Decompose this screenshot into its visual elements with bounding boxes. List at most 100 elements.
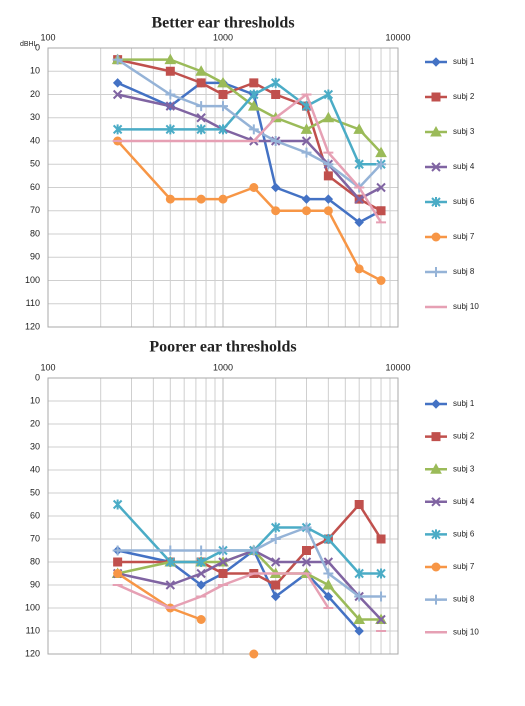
data-point [270,136,281,146]
data-point [376,182,386,193]
chart-title: Better ear thresholds [151,15,294,32]
series-line [117,93,382,201]
data-point [301,522,312,533]
legend-label: subj 8 [453,267,475,276]
y-tick-label: 90 [30,252,40,262]
legend-label: subj 7 [453,232,475,241]
legend-label: subj 6 [453,197,475,206]
y-tick-label: 70 [30,205,40,215]
data-point [376,206,386,216]
data-point [249,89,259,100]
data-point [353,613,366,624]
data-point [376,568,386,579]
legend-marker [431,57,441,67]
chart-title: Poorer ear thresholds [149,339,296,356]
legend-marker [431,232,441,242]
legend-marker [431,594,441,605]
legend-marker [430,463,442,474]
data-point [196,568,206,579]
series-line [117,549,382,621]
data-point [249,183,259,192]
data-point [248,545,259,556]
series-line [117,93,383,224]
data-point [218,194,228,204]
data-point [165,580,176,590]
legend-label: subj 2 [453,432,475,441]
data-point [354,626,364,636]
data-point [165,89,176,100]
legend-label: subj 2 [453,92,475,101]
data-point [270,522,281,533]
data-point [271,580,281,590]
data-point [196,557,206,567]
y-tick-label: 90 [30,579,40,589]
data-point [354,500,364,509]
data-point [300,123,313,134]
data-point [270,591,281,602]
data-point [270,182,281,193]
data-point [218,557,228,567]
y-tick-label: 100 [25,275,40,285]
data-point [323,534,334,544]
data-point [301,557,312,567]
series-line [117,526,382,598]
y-axis-label: dBHL [20,41,38,48]
data-point [217,76,229,88]
legend-label: subj 8 [453,595,475,604]
y-tick-label: 10 [30,395,40,405]
data-point [376,614,386,625]
data-point [323,206,333,216]
legend-marker [431,497,441,507]
y-tick-label: 120 [25,321,40,331]
series-line [116,140,382,282]
plot-frame [47,47,399,328]
legend-label: subj 10 [453,302,479,311]
legend-marker [431,92,441,102]
data-point [323,557,334,567]
data-point [323,194,334,204]
legend-label: subj 10 [453,627,479,636]
data-point [248,124,259,135]
data-point [301,206,311,216]
y-tick-label: 0 [35,372,40,382]
data-point [165,101,176,111]
x-tick-label: 1000 [213,32,233,42]
data-point [270,557,281,567]
y-tick-label: 110 [26,625,40,635]
data-point [112,124,123,135]
data-point [271,206,281,216]
legend-marker [431,197,441,207]
legend-label: subj 3 [453,127,475,136]
data-point [165,557,176,567]
data-point [164,53,177,65]
data-point [165,194,175,204]
data-point [301,147,312,158]
x-tick-label: 100 [40,362,55,372]
series-line [117,58,382,154]
y-tick-label: 60 [30,182,40,192]
y-tick-label: 30 [30,112,40,122]
x-tick-label: 10000 [385,362,410,372]
data-point [196,615,206,624]
legend-label: subj 1 [453,57,475,66]
data-point [354,194,364,204]
data-point [196,78,206,88]
data-point [247,100,260,111]
data-point [196,124,206,135]
x-tick-label: 1000 [213,362,233,372]
data-point [196,194,206,204]
data-point [218,545,228,556]
y-tick-label: 40 [30,135,40,145]
data-point [376,591,387,602]
data-point [218,124,228,135]
legend-label: subj 6 [453,530,475,539]
y-tick-label: 20 [30,418,40,428]
data-point [354,264,364,274]
legend-marker [431,399,441,409]
y-tick-label: 100 [25,602,40,612]
data-point [112,78,123,88]
y-tick-label: 70 [30,533,40,543]
data-point [196,545,207,556]
y-tick-label: 0 [35,42,40,52]
